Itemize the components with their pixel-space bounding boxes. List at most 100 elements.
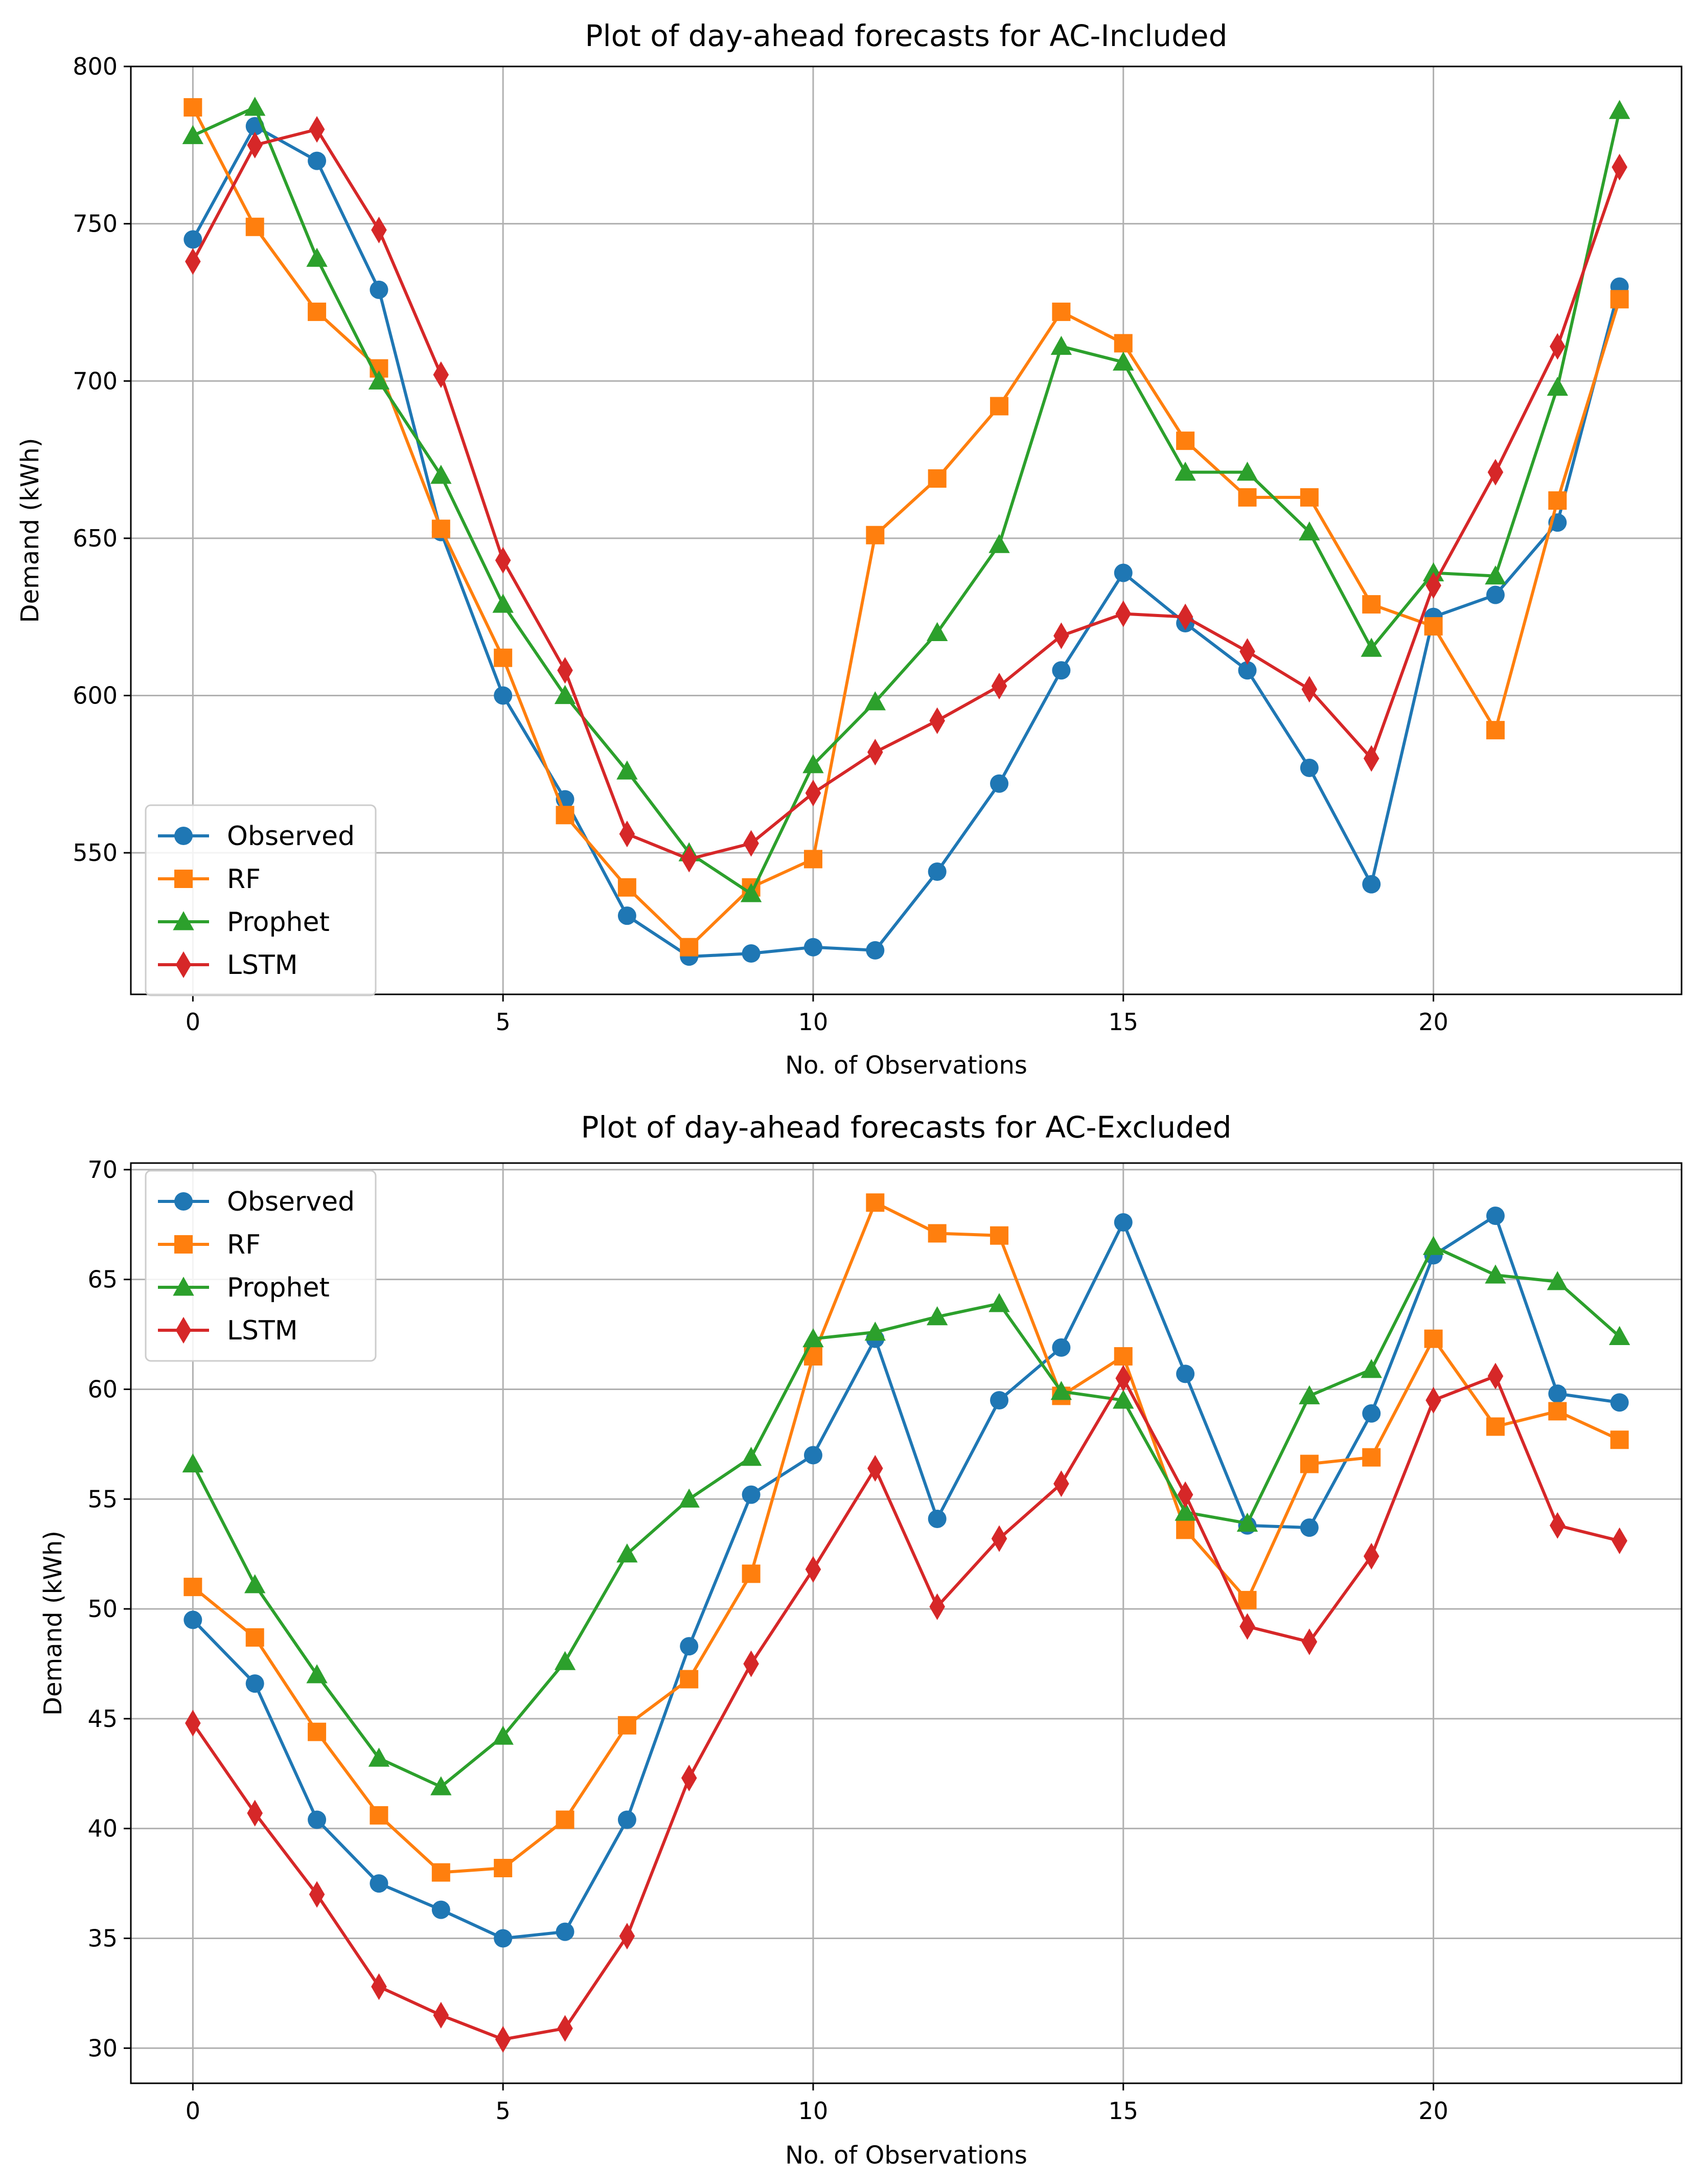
legend-marker-rf — [174, 870, 193, 888]
data-point-lstm — [557, 657, 573, 684]
data-point-rf — [866, 1193, 885, 1212]
ac-included-chart: Plot of day-ahead forecasts for AC-Inclu… — [16, 18, 1683, 1080]
data-point-lstm — [433, 361, 449, 389]
data-point-lstm — [991, 1525, 1007, 1552]
data-point-lstm — [1425, 1386, 1441, 1414]
data-point-prophet — [1236, 461, 1258, 481]
data-point-rf — [1176, 1520, 1195, 1539]
legend-marker-lstm — [175, 951, 192, 979]
data-point-lstm — [1425, 572, 1441, 599]
series-line-lstm — [191, 1374, 1620, 2041]
data-point-rf — [494, 648, 513, 667]
data-point-rf — [1610, 1430, 1629, 1449]
data-point-lstm — [185, 1710, 201, 1737]
data-point-prophet — [1113, 1390, 1134, 1409]
data-point-rf — [1176, 431, 1195, 450]
data-point-prophet — [368, 370, 390, 390]
data-point-observed — [370, 280, 388, 299]
data-point-rf — [1238, 488, 1257, 507]
data-point-rf — [1300, 488, 1319, 507]
data-point-lstm — [557, 2015, 573, 2042]
data-point-lstm — [991, 672, 1007, 700]
data-point-lstm — [1177, 1481, 1193, 1508]
data-point-rf — [1424, 617, 1443, 636]
data-point-observed — [494, 1929, 513, 1948]
data-point-lstm — [805, 1556, 821, 1583]
data-point-rf — [866, 526, 885, 544]
data-point-observed — [1114, 563, 1133, 582]
data-point-rf — [1238, 1590, 1257, 1609]
data-point-prophet — [244, 1574, 266, 1594]
data-point-prophet — [1236, 1512, 1258, 1532]
x-tick-label: 15 — [1108, 1008, 1138, 1036]
data-point-observed — [1362, 1404, 1381, 1423]
data-point-lstm — [1053, 622, 1069, 649]
data-point-rf — [556, 806, 574, 825]
data-point-lstm — [1239, 1613, 1255, 1640]
legend-label: Prophet — [227, 907, 330, 938]
data-point-lstm — [681, 1764, 697, 1791]
data-point-rf — [1362, 595, 1381, 614]
legend: Observed RF Prophet LSTM — [145, 804, 377, 996]
data-point-rf — [308, 302, 327, 321]
data-point-observed — [1238, 661, 1257, 680]
y-tick-label: 30 — [87, 2034, 118, 2062]
data-point-lstm — [185, 248, 201, 275]
data-point-prophet — [740, 883, 762, 902]
data-point-lstm — [805, 780, 821, 807]
data-point-lstm — [1301, 1628, 1318, 1655]
data-point-lstm — [309, 116, 325, 143]
data-point-prophet — [926, 622, 948, 642]
x-tick-label: 5 — [496, 1008, 511, 1036]
data-point-rf — [617, 1716, 636, 1735]
data-point-prophet — [430, 1776, 452, 1795]
data-point-lstm — [1487, 459, 1504, 486]
data-point-observed — [1486, 1207, 1505, 1225]
data-point-prophet — [802, 754, 824, 774]
data-point-observed — [308, 151, 327, 170]
y-tick-label: 800 — [73, 53, 118, 80]
data-point-observed — [1176, 1364, 1195, 1383]
data-point-prophet — [616, 1543, 638, 1563]
data-point-observed — [1486, 585, 1505, 604]
legend-marker-lstm — [175, 1316, 192, 1344]
plot-frame — [130, 1162, 1683, 2084]
x-axis-label: No. of Observations — [785, 2141, 1027, 2170]
y-tick-label: 55 — [87, 1485, 118, 1513]
data-point-prophet — [1299, 521, 1320, 541]
data-point-lstm — [1549, 333, 1566, 360]
y-tick-label: 70 — [87, 1156, 118, 1184]
data-point-rf — [183, 98, 202, 117]
data-point-rf — [742, 1564, 761, 1583]
data-point-lstm — [1612, 153, 1627, 180]
data-point-observed — [494, 686, 513, 705]
x-tick-label: 0 — [186, 2097, 200, 2125]
x-tick-label: 10 — [798, 1008, 829, 1036]
ac-excluded-chart: Plot of day-ahead forecasts for AC-Exclu… — [39, 1110, 1683, 2170]
data-point-lstm — [495, 547, 511, 574]
data-point-rf — [1486, 721, 1505, 740]
data-point-rf — [1548, 1402, 1567, 1421]
y-tick-label: 550 — [73, 839, 118, 867]
data-point-observed — [183, 230, 202, 249]
series-line-observed — [192, 1214, 1620, 1940]
data-point-observed — [308, 1810, 327, 1829]
data-point-rf — [928, 469, 947, 488]
y-tick-label: 60 — [87, 1375, 118, 1403]
data-point-prophet — [306, 247, 328, 267]
data-point-lstm — [1612, 1527, 1627, 1555]
legend-marker-prophet — [173, 911, 194, 930]
y-tick-label: 45 — [87, 1705, 118, 1733]
legend-marker-observed — [174, 827, 193, 845]
data-point-lstm — [1301, 676, 1318, 703]
data-point-observed — [617, 1810, 636, 1829]
y-tick-label: 650 — [73, 525, 118, 552]
series-line-observed — [191, 124, 1621, 959]
data-point-prophet — [616, 760, 638, 780]
x-tick-label: 5 — [496, 2097, 511, 2125]
series-line-rf — [192, 1201, 1620, 1874]
data-point-lstm — [247, 1800, 263, 1827]
data-point-observed — [1362, 875, 1381, 894]
plot-frame — [130, 65, 1683, 995]
data-point-rf — [308, 1722, 327, 1741]
